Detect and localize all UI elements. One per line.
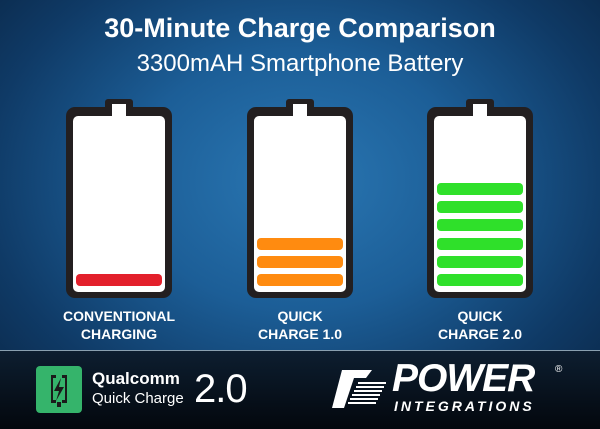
registered-mark: ® bbox=[555, 364, 563, 375]
power-integrations-line2: INTEGRATIONS bbox=[394, 398, 535, 414]
charge-level-bar bbox=[437, 201, 523, 214]
qualcomm-brand: Qualcomm bbox=[92, 369, 180, 388]
label-line: CHARGING bbox=[80, 326, 158, 342]
lightning-phone-icon bbox=[36, 366, 82, 413]
label-quick-charge-2: QUICK CHARGE 2.0 bbox=[400, 307, 560, 343]
qualcomm-version: 2.0 bbox=[194, 367, 248, 411]
battery-conventional bbox=[66, 99, 172, 298]
charge-level-bar bbox=[257, 237, 343, 250]
charge-level-bar bbox=[437, 219, 523, 232]
label-conventional: CONVENTIONAL CHARGING bbox=[39, 307, 199, 343]
label-line: CHARGE 1.0 bbox=[257, 326, 343, 342]
charge-level-bar bbox=[437, 183, 523, 195]
battery-cap-inner bbox=[112, 104, 126, 118]
qualcomm-product: Quick Charge bbox=[92, 390, 184, 407]
battery-inner bbox=[73, 116, 165, 292]
battery-cap-inner bbox=[473, 104, 487, 118]
charge-level-bar bbox=[437, 237, 523, 250]
charge-level-bar bbox=[437, 255, 523, 268]
charge-level-bar bbox=[257, 274, 343, 286]
page-title: 30-Minute Charge Comparison bbox=[104, 13, 496, 43]
label-quick-charge-1: QUICK CHARGE 1.0 bbox=[220, 307, 380, 343]
label-line: QUICK bbox=[457, 308, 503, 324]
label-line: CONVENTIONAL bbox=[63, 308, 175, 324]
charge-level-bar bbox=[437, 274, 523, 286]
charge-level-bar bbox=[257, 255, 343, 268]
battery-quick-charge-2 bbox=[427, 99, 533, 298]
battery-quick-charge-1 bbox=[247, 99, 353, 298]
label-line: QUICK bbox=[277, 308, 323, 324]
charge-level-bar bbox=[76, 274, 162, 286]
battery-inner bbox=[254, 116, 346, 292]
page-subtitle: 3300mAH Smartphone Battery bbox=[136, 50, 464, 77]
footer bbox=[0, 350, 600, 429]
battery-cap-inner bbox=[293, 104, 307, 118]
power-integrations-logo-icon bbox=[330, 368, 390, 410]
battery-inner bbox=[434, 116, 526, 292]
power-integrations-line1: POWER bbox=[392, 357, 535, 400]
label-line: CHARGE 2.0 bbox=[437, 326, 523, 342]
